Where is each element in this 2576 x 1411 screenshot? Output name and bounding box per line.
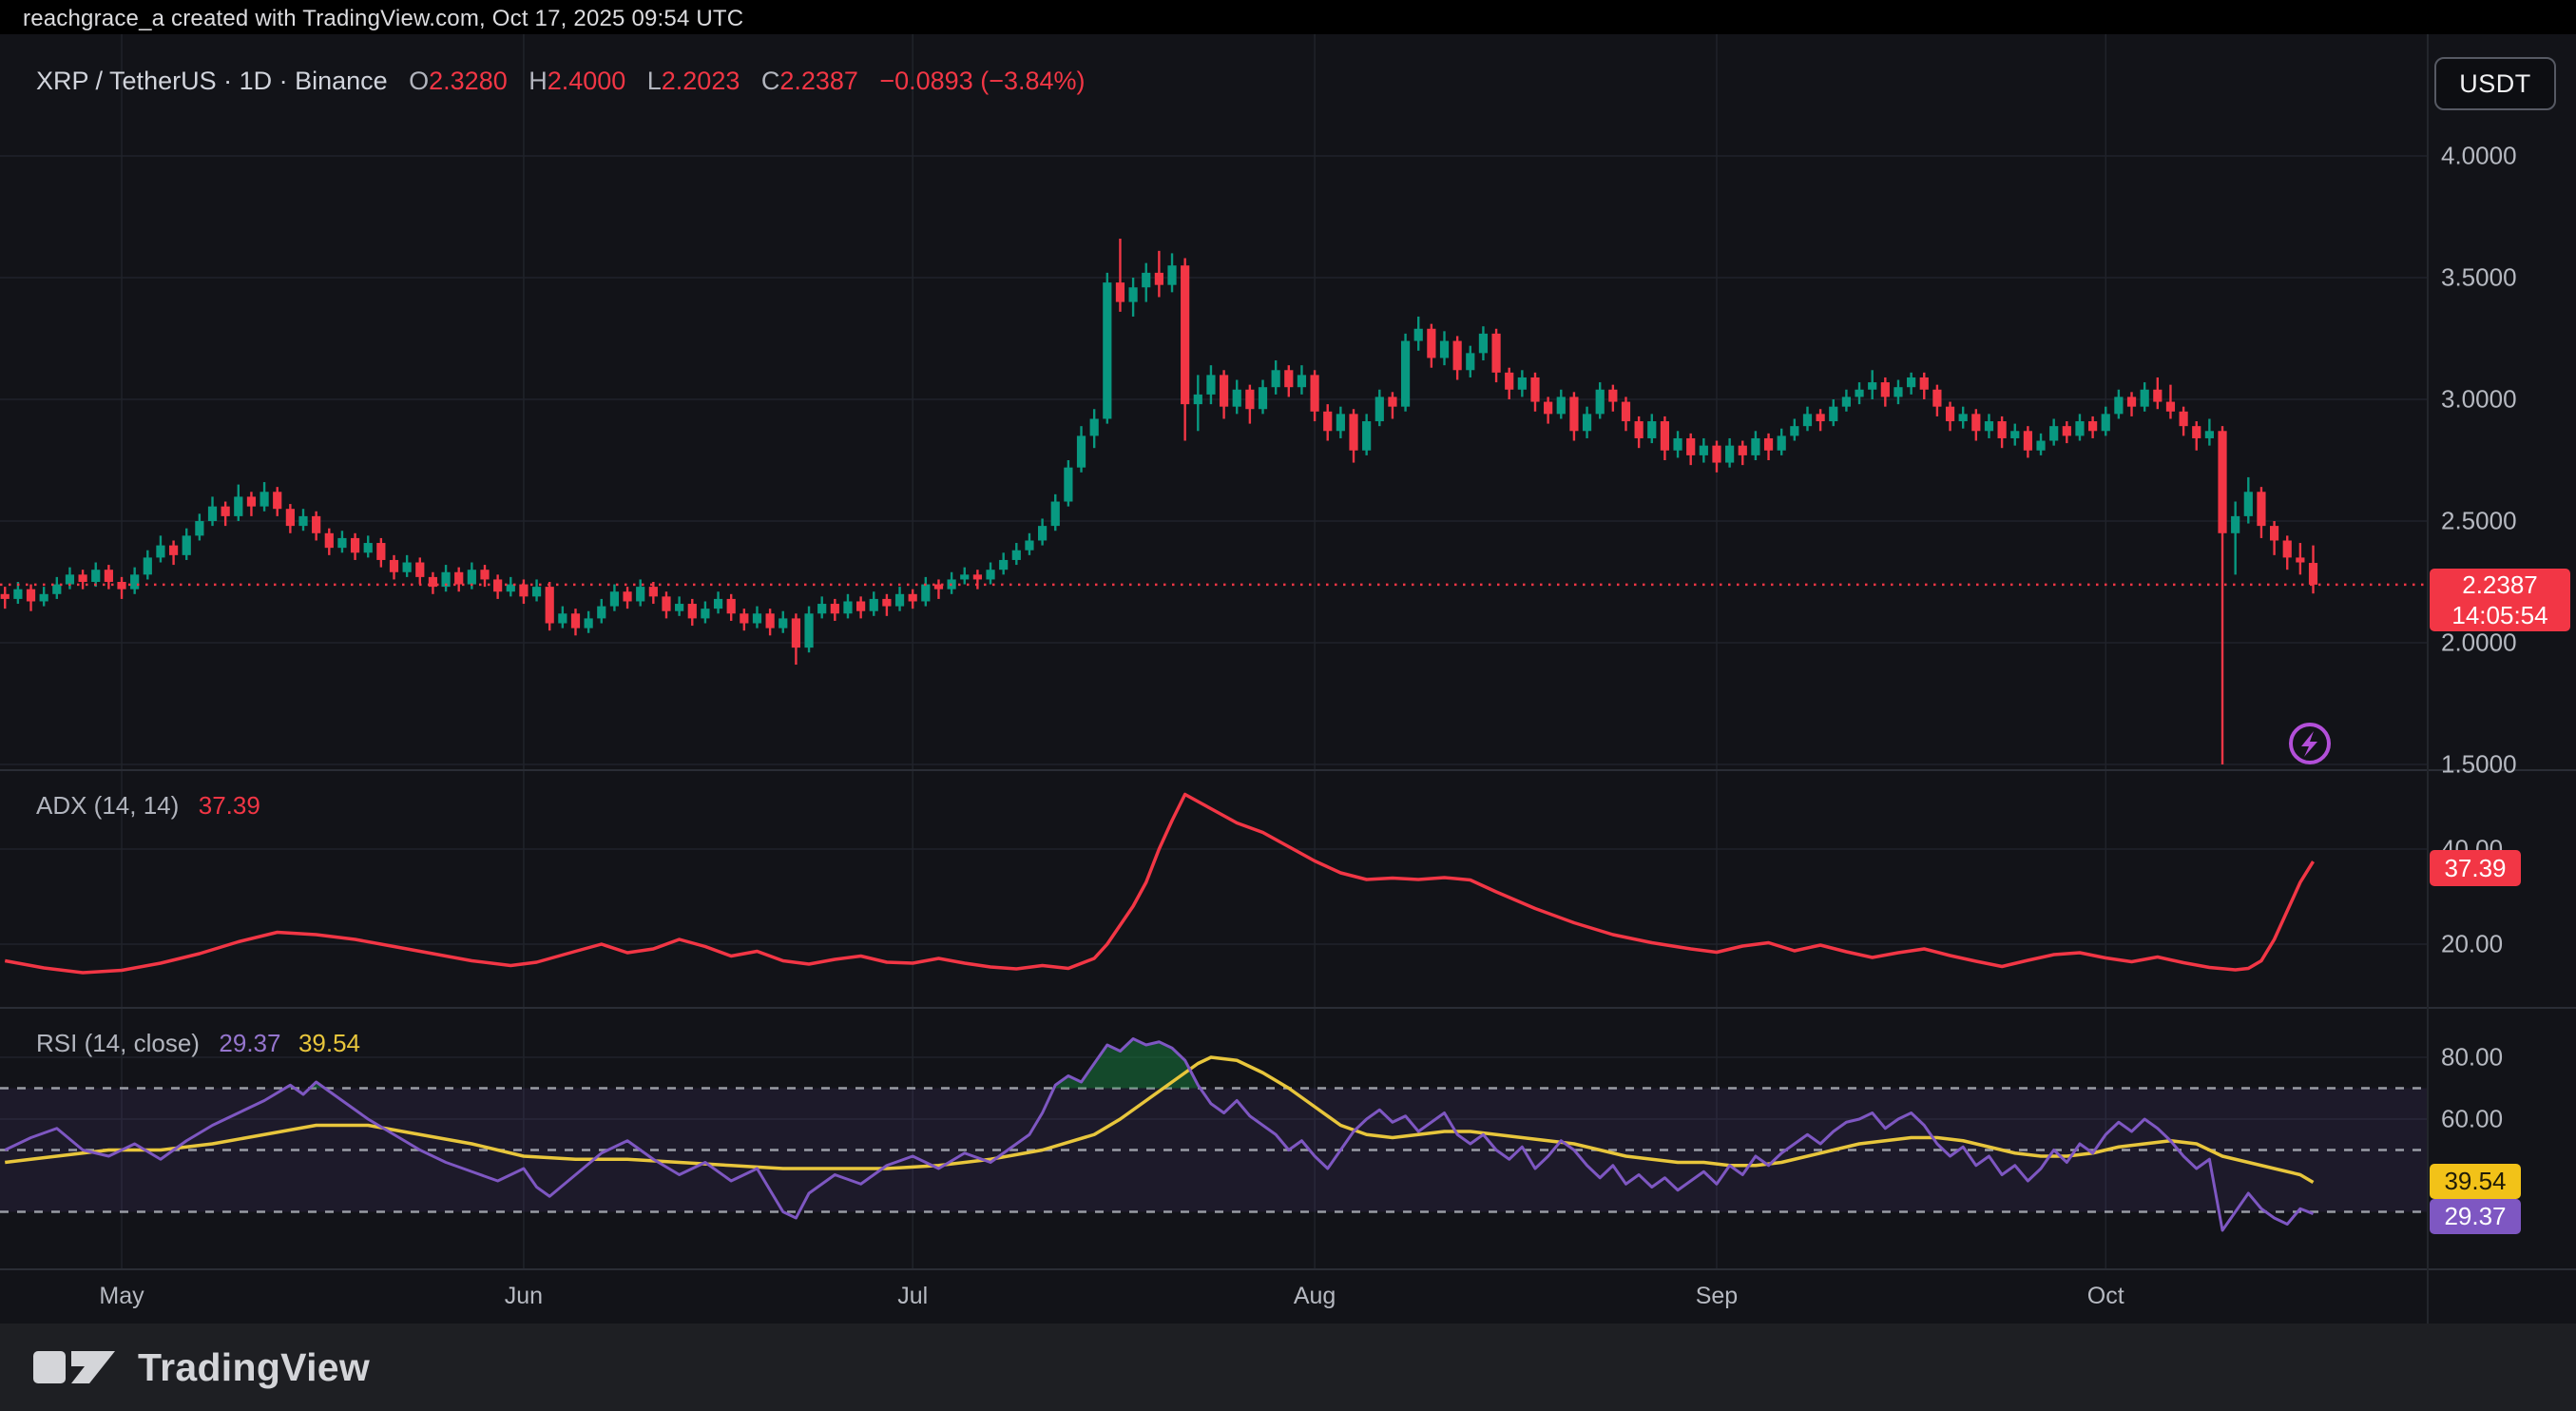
tradingview-logo-icon — [33, 1351, 115, 1383]
adx-line — [4, 792, 2316, 975]
tradingview-logo[interactable]: TradingView — [33, 1344, 370, 1390]
price-tick-label: 3.0000 — [2441, 384, 2517, 414]
rsi-ma-line — [5, 1055, 2315, 1185]
time-tick-oct[interactable]: Oct — [2086, 1283, 2124, 1309]
time-tick-jul[interactable]: Jul — [897, 1283, 929, 1309]
rsi-ma-legend-value: 39.54 — [298, 1029, 361, 1057]
rsi-ma-value-badge: 39.54 — [2430, 1164, 2521, 1199]
currency-usdt-button[interactable]: USDT — [2434, 57, 2556, 110]
footer-bar: TradingView — [0, 1324, 2576, 1411]
time-tick-sep[interactable]: Sep — [1695, 1283, 1739, 1309]
time-tick-aug[interactable]: Aug — [1293, 1283, 1336, 1309]
boost-lightning-icon[interactable] — [2289, 723, 2331, 764]
bar-countdown: 14:05:54 — [2451, 601, 2548, 629]
last-price-badge: 2.2387 14:05:54 — [2430, 569, 2570, 631]
symbol-title[interactable]: XRP / TetherUS · 1D · Binance — [36, 67, 388, 95]
rsi-pane-canvas[interactable] — [0, 1008, 2576, 1269]
price-tick-label: 3.5000 — [2441, 262, 2517, 292]
adx-legend-label[interactable]: ADX (14, 14) — [36, 791, 180, 820]
axis-separator — [0, 1268, 2576, 1270]
rsi-overbought-fill — [1053, 1038, 1201, 1089]
rsi-tick-label: 80.00 — [2441, 1042, 2504, 1072]
change-value: −0.0893 (−3.84%) — [879, 67, 1086, 95]
open-value: 2.3280 — [429, 67, 508, 95]
rsi-legend-value: 29.37 — [219, 1029, 281, 1057]
high-value: 2.4000 — [547, 67, 626, 95]
adx-tick-label: 20.00 — [2441, 929, 2504, 958]
attribution-text: reachgrace_a created with TradingView.co… — [23, 6, 744, 31]
open-label: O — [409, 67, 430, 95]
time-tick-jun[interactable]: Jun — [504, 1283, 544, 1309]
price-scale[interactable]: 4.0000 3.5000 3.0000 2.5000 2.0000 1.5000 40.0… — [2430, 34, 2576, 1269]
low-value: 2.2023 — [661, 67, 740, 95]
low-label: L — [646, 67, 662, 95]
symbol-legend[interactable]: XRP / TetherUS · 1D · Binance O2.3280 H2… — [36, 67, 1086, 96]
pane-separator[interactable] — [0, 1007, 2576, 1009]
adx-legend[interactable]: ADX (14, 14) 37.39 — [36, 791, 260, 821]
rsi-legend-label[interactable]: RSI (14, close) — [36, 1029, 200, 1057]
time-scale[interactable]: May Jun Jul Aug Sep Oct — [0, 1269, 2576, 1324]
last-price-value: 2.2387 — [2462, 570, 2538, 599]
price-tick-label: 4.0000 — [2441, 141, 2517, 170]
rsi-legend[interactable]: RSI (14, close) 29.37 39.54 — [36, 1029, 360, 1058]
time-tick-may[interactable]: May — [99, 1283, 144, 1309]
price-tick-label: 1.5000 — [2441, 749, 2517, 779]
close-value: 2.2387 — [779, 67, 858, 95]
candles-group — [0, 239, 2318, 764]
rsi-tick-label: 60.00 — [2441, 1104, 2504, 1133]
close-label: C — [760, 67, 780, 95]
rsi-value-badge: 29.37 — [2430, 1199, 2521, 1234]
attribution-bar: reachgrace_a created with TradingView.co… — [0, 0, 2576, 34]
tradingview-logo-text: TradingView — [138, 1344, 371, 1389]
adx-legend-value: 37.39 — [198, 791, 260, 820]
price-tick-label: 2.5000 — [2441, 506, 2517, 535]
adx-value-badge: 37.39 — [2430, 850, 2521, 886]
high-label: H — [529, 67, 548, 95]
price-scale-separator — [2427, 34, 2429, 1324]
price-pane-canvas[interactable] — [0, 34, 2576, 770]
pane-separator[interactable] — [0, 769, 2576, 771]
adx-pane-canvas[interactable] — [0, 770, 2576, 1008]
price-tick-label: 2.0000 — [2441, 628, 2517, 657]
rsi-line — [4, 1037, 2315, 1232]
